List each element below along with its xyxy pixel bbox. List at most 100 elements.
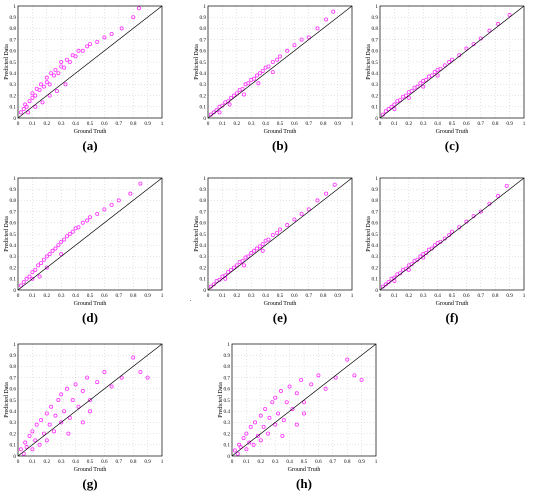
plot-frame	[379, 177, 525, 291]
x-tick-label: 0.3	[58, 459, 65, 465]
x-axis-label: Ground Truth	[74, 301, 107, 307]
data-point	[44, 75, 49, 80]
data-point	[44, 411, 49, 416]
scatter-panel-4: 0 0.1 0.2 0.3 0.4 0.5 0.6 0.7 0.8 0.9 1 0 0.1 0.2 0.3 0…	[0, 172, 175, 312]
y-tick-label: 0.4	[10, 409, 17, 415]
x-tick-label: 0.8	[320, 121, 327, 127]
data-point	[252, 76, 257, 81]
data-point	[33, 104, 38, 109]
data-point	[26, 110, 31, 115]
data-point	[438, 66, 443, 71]
data-point	[231, 93, 236, 98]
data-point	[39, 82, 44, 87]
x-tick-label: 0.6	[101, 121, 108, 127]
data-point	[30, 429, 35, 434]
data-point	[244, 431, 249, 436]
y-tick-label: 0.4	[372, 71, 379, 77]
y-tick-label: 0.8	[200, 26, 207, 32]
y-tick-label: 0.1	[372, 277, 379, 283]
y-axis-label: Predicted Data	[4, 44, 10, 80]
data-point	[332, 182, 337, 187]
data-point	[345, 357, 350, 362]
data-point	[242, 92, 247, 97]
data-point	[266, 64, 271, 69]
data-point	[359, 377, 364, 382]
x-tick-label: 0.2	[44, 293, 51, 299]
data-point	[383, 109, 388, 114]
x-tick-label: 0.9	[334, 293, 341, 299]
data-point	[47, 252, 52, 257]
y-tick-label: 0.3	[200, 82, 207, 88]
y-tick-label: 0.5	[200, 232, 207, 238]
x-tick-label: 0.7	[306, 121, 313, 127]
x-axis-label: Ground Truth	[288, 467, 321, 473]
data-point	[290, 406, 295, 411]
x-tick-label: 0.6	[291, 293, 298, 299]
data-point	[88, 409, 93, 414]
y-tick-label: 0	[13, 288, 16, 294]
y-tick-label: 1	[13, 4, 16, 10]
plot-frame	[379, 5, 525, 119]
data-point	[403, 93, 408, 98]
data-point	[66, 431, 71, 436]
data-point	[223, 276, 228, 281]
data-point	[21, 451, 26, 456]
x-tick-label: 0	[17, 293, 20, 299]
data-point	[44, 265, 49, 270]
panel-caption: (d)	[82, 310, 98, 325]
data-point	[246, 254, 251, 259]
x-tick-label: 0.2	[406, 293, 413, 299]
y-tick-label: 0	[227, 454, 230, 460]
data-point	[254, 73, 259, 78]
y-tick-label: 0.5	[10, 232, 17, 238]
data-point	[316, 373, 321, 378]
y-tick-label: 0.8	[224, 364, 231, 370]
data-point	[39, 418, 44, 423]
x-tick-label: 0.2	[234, 293, 241, 299]
data-point	[59, 420, 64, 425]
panel-caption: (h)	[296, 476, 312, 491]
data-point	[273, 395, 278, 400]
data-point	[39, 261, 44, 266]
scatter-panel-5: 0 0.1 0.2 0.3 0.4 0.5 0.6 0.7 0.8 0.9 1 0 0.1 0.2 0.3 0…	[190, 172, 365, 312]
data-point	[30, 447, 35, 452]
data-point	[251, 442, 256, 447]
data-point	[54, 89, 59, 94]
x-tick-label: 0.1	[243, 459, 250, 465]
data-point	[80, 389, 85, 394]
data-point	[270, 70, 275, 75]
y-tick-label: 0.3	[10, 254, 17, 260]
y-axis-label: Predicted Data	[218, 382, 224, 418]
y-tick-label: 0.2	[372, 265, 379, 271]
x-tick-label: 0.1	[29, 121, 36, 127]
data-point	[67, 60, 72, 65]
data-point	[275, 230, 280, 235]
data-point	[37, 442, 42, 447]
data-point	[95, 211, 100, 216]
data-point	[80, 220, 85, 225]
scatter-panel-1: 0 0.1 0.2 0.3 0.4 0.5 0.6 0.7 0.8 0.9 1 0 0.1 0.2 0.3 0…	[0, 0, 175, 140]
data-point	[242, 263, 247, 268]
data-point	[442, 63, 447, 68]
data-point	[285, 48, 290, 53]
data-point	[56, 71, 61, 76]
data-point	[85, 218, 90, 223]
data-point	[227, 102, 232, 107]
y-tick-label: 0.3	[224, 420, 231, 426]
x-tick-label: 0.8	[130, 121, 137, 127]
x-tick-label: 0.1	[219, 293, 226, 299]
data-point	[80, 420, 85, 425]
panel-caption: (b)	[272, 138, 288, 153]
y-tick-label: 0.8	[372, 26, 379, 32]
data-point	[306, 35, 311, 40]
x-tick-label: 0	[207, 121, 210, 127]
data-point	[30, 276, 35, 281]
data-point	[33, 438, 38, 443]
plot-frame	[207, 177, 353, 291]
x-tick-label: 0.3	[420, 121, 427, 127]
x-tick-label: 0.1	[219, 121, 226, 127]
data-point	[119, 375, 124, 380]
y-tick-label: 0.3	[372, 254, 379, 260]
x-tick-label: 0.3	[272, 459, 279, 465]
data-point	[306, 207, 311, 212]
